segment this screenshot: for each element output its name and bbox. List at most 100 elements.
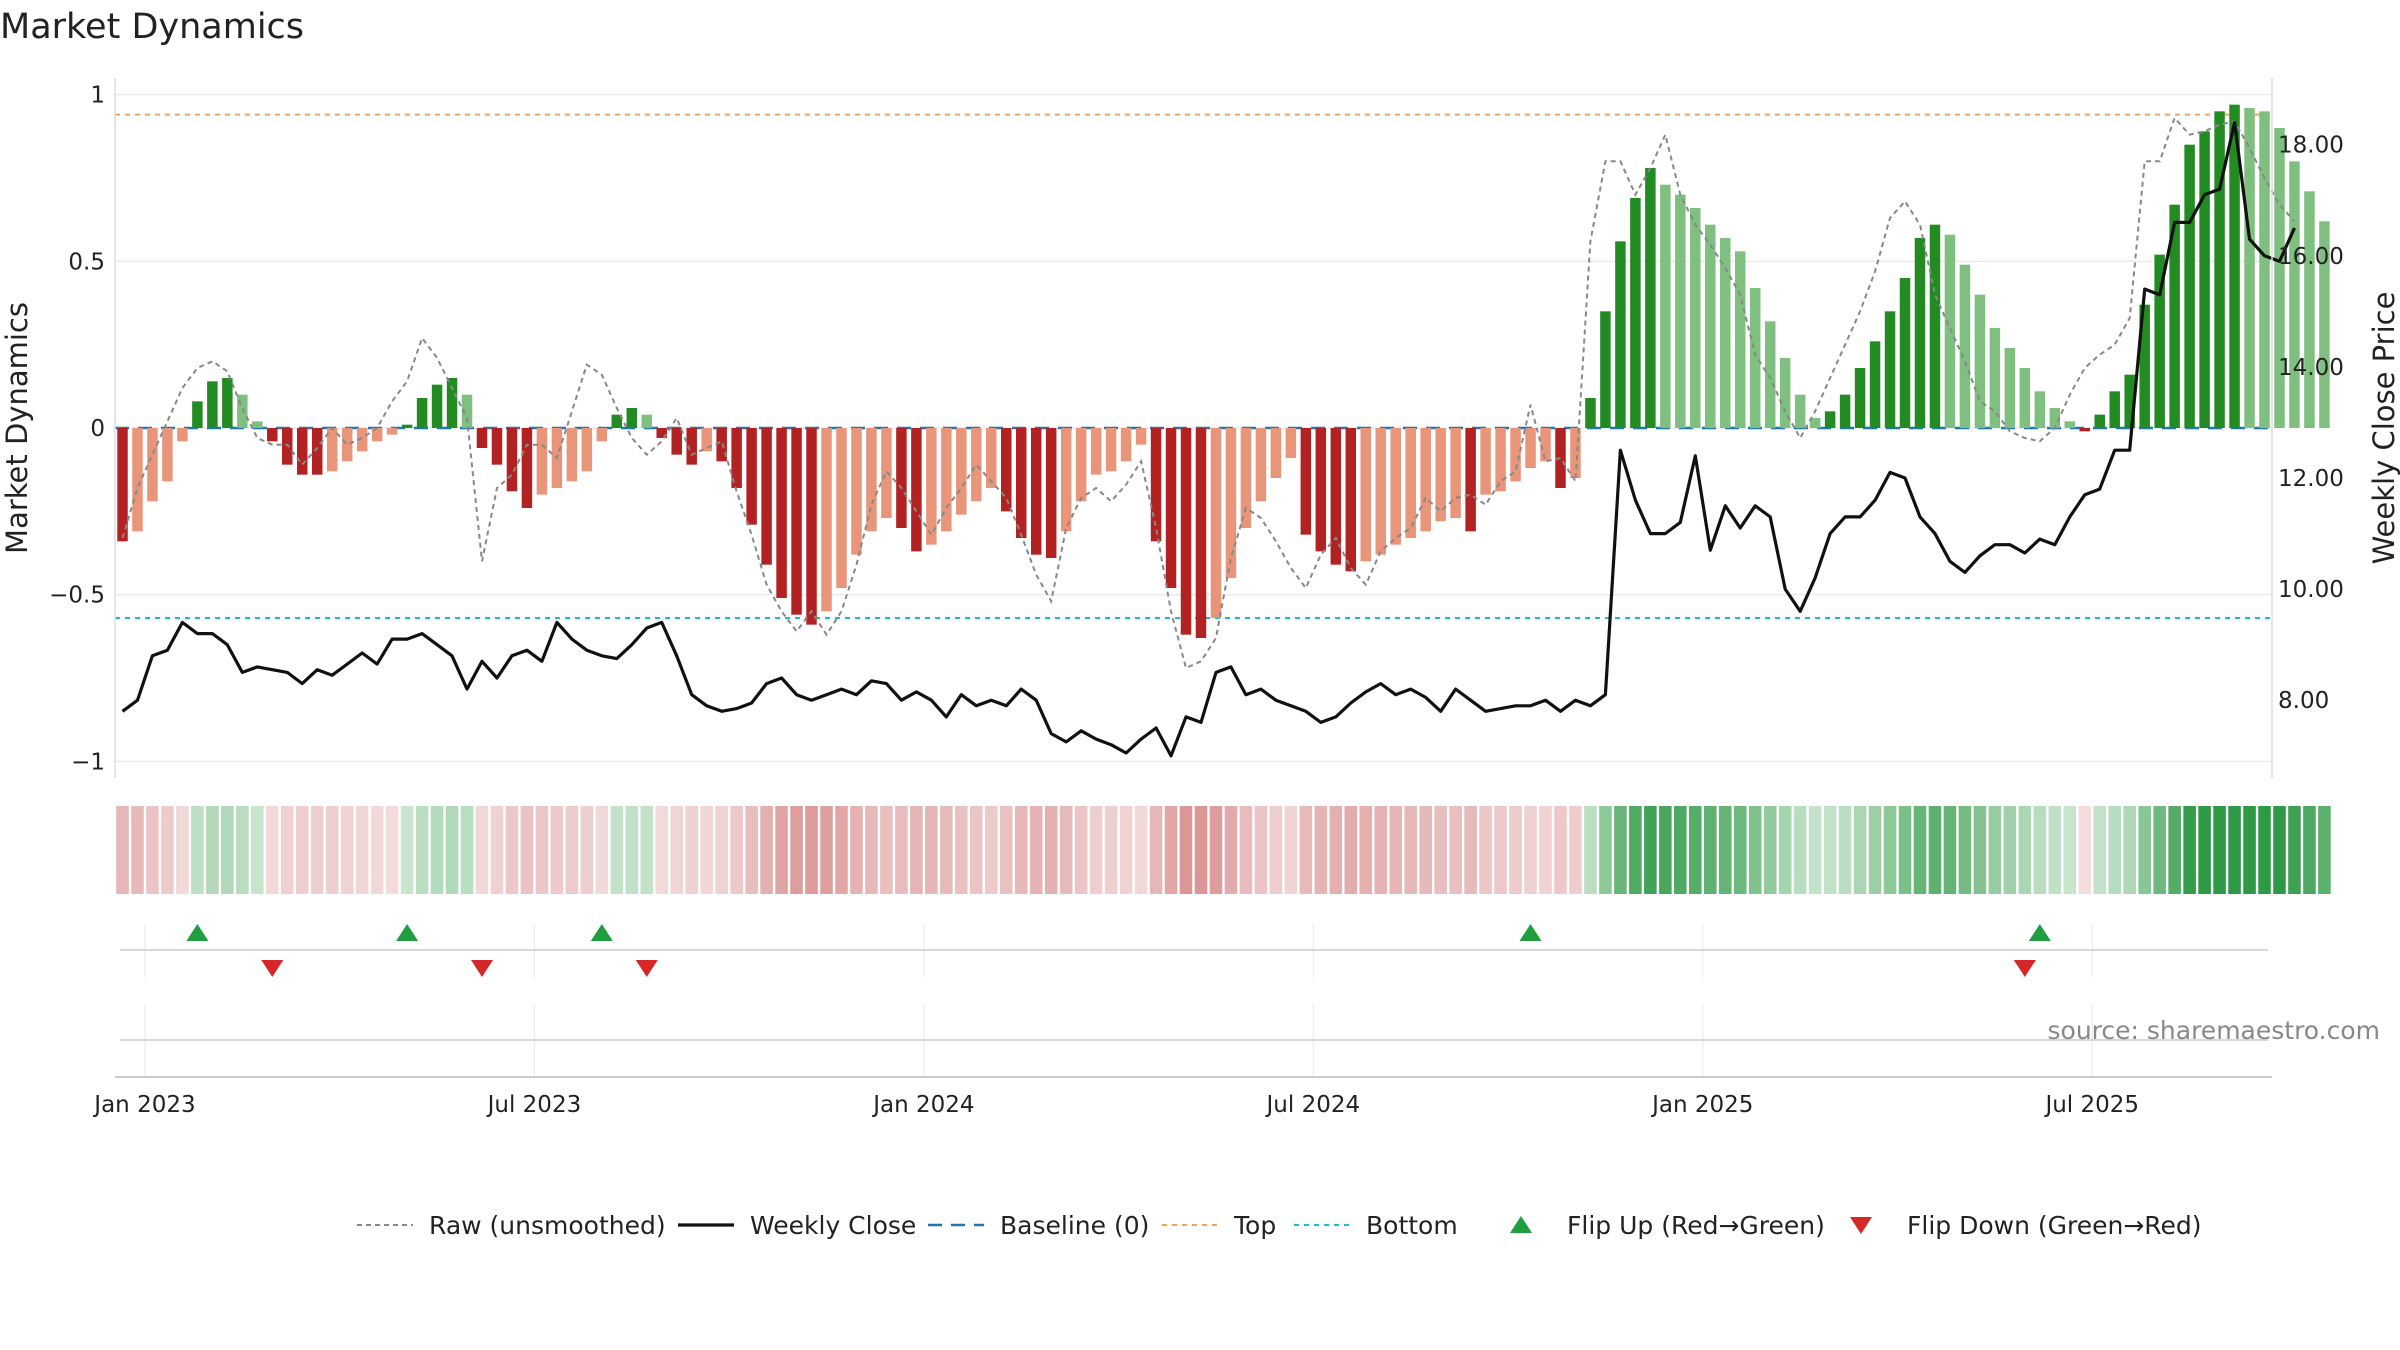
regime-cell [2288,806,2301,894]
regime-cell [984,806,998,894]
regime-cell [610,806,624,894]
regime-cell [1644,806,1657,894]
dynamics-bar [401,424,413,428]
regime-cell [2018,806,2032,894]
dynamics-bar [371,428,383,442]
dynamics-bar [1195,428,1207,638]
y-tick-label: 1 [90,83,105,109]
regime-cell [505,806,519,894]
flip-down-marker [2013,960,2036,977]
legend-label: Bottom [1366,1211,1458,1240]
regime-cell [1434,806,1447,894]
regime-cell [520,806,534,894]
dynamics-bar [431,384,443,428]
reference-lines [115,113,2272,619]
regime-cell [1329,806,1343,894]
regime-cell [1074,806,1088,894]
dynamics-bar [237,394,248,428]
regime-cell [2258,806,2271,894]
raw-series [121,116,2296,670]
regime-cell [1404,806,1417,894]
dynamics-bar [1764,321,1776,428]
dynamics-bar [446,378,458,428]
dynamics-bar [1300,428,1312,535]
regime-cell [236,806,249,894]
regime-cell [1868,806,1882,894]
regime-cell [835,806,848,894]
regime-cell [2168,806,2181,894]
y-tick-label: 0.5 [68,249,105,275]
regime-cell [1374,806,1388,894]
regime-cell [820,806,833,894]
regime-cell [1659,806,1672,894]
dynamics-bar [1315,428,1327,552]
dynamics-bar [2289,161,2300,429]
dynamics-bar [1045,428,1057,558]
x-tick-label: Jan 2024 [871,1092,974,1118]
legend-swatch [1850,1217,1872,1234]
dynamics-bar [491,428,503,465]
regime-cell [655,806,669,894]
regime-cell [1808,806,1822,894]
regime-cell [131,806,144,894]
y-tick-label: 0 [90,416,105,442]
dynamics-bar [2094,414,2105,428]
dynamics-bar [1749,288,1761,428]
regime-cell [910,806,923,894]
regime-cell [1554,806,1567,894]
legend-label: Weekly Close [750,1211,916,1240]
chart-title: Market Dynamics [0,7,304,47]
regime-cell [310,806,324,894]
dynamics-bar [2064,421,2076,428]
regime-cell [760,806,773,894]
dynamics-bar [911,428,922,552]
y2-tick-label: 14.00 [2278,355,2344,381]
dynamics-bar [1989,328,2001,428]
regime-cell [1823,806,1837,894]
x-tick-label: Jan 2023 [92,1092,195,1118]
dynamics-bar [1120,428,1132,462]
regime-cell [535,806,549,894]
dynamics-bar [1405,428,1416,538]
dynamics-bar [416,398,428,428]
dynamics-bar [986,428,997,488]
dynamics-bar [476,428,488,448]
flip-up-marker [186,924,209,941]
regime-cell [116,806,129,894]
flip-down-marker [635,960,658,977]
regime-cell [745,806,758,894]
dynamics-bar [581,428,593,472]
dynamics-bar [536,428,548,495]
flip-up-marker [590,924,613,941]
regime-cell [280,806,294,894]
legend-label: Raw (unsmoothed) [429,1211,666,1240]
dynamics-bar [1944,234,1956,428]
regime-cell [430,806,444,894]
dynamics-bar [2199,131,2210,429]
regime-cell [1763,806,1777,894]
y2-tick-label: 16.00 [2278,244,2344,270]
regime-cell [1524,806,1537,894]
dynamics-bar [1540,428,1551,462]
dynamics-bar [1809,418,1821,428]
dynamics-bar [177,428,188,442]
dynamics-bar [716,428,727,462]
regime-cell [625,806,639,894]
regime-cell [1299,806,1313,894]
dynamics-bar [671,428,682,455]
regime-cell [176,806,189,894]
dynamics-bar [296,428,308,475]
regime-cell [1943,806,1957,894]
dynamics-bar [1255,428,1267,502]
regime-cell [2183,806,2196,894]
dynamics-bar [2169,204,2180,428]
dynamics-bar [2079,428,2091,432]
dynamics-bar [1660,184,1671,428]
dynamics-bar [326,428,338,472]
dynamics-bar [1794,394,1806,428]
dynamics-bar [2154,254,2165,428]
regime-cell [2198,806,2211,894]
dynamics-bar [1914,238,1926,428]
regime-cell [1089,806,1103,894]
